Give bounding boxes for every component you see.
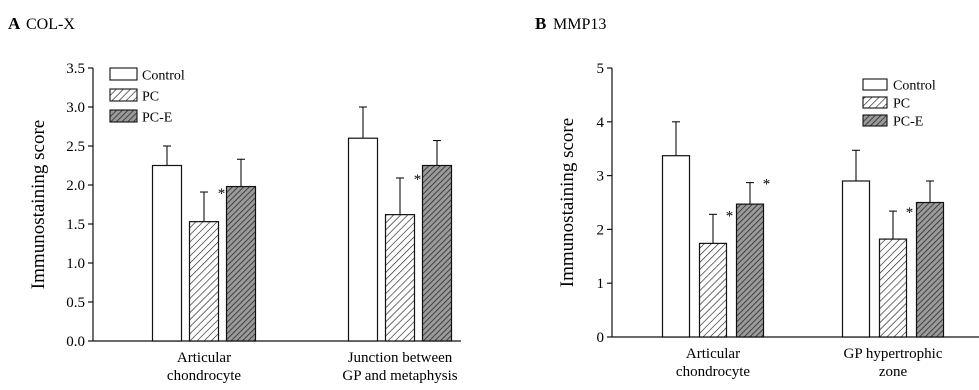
bar-pc-e bbox=[735, 203, 765, 338]
y-tick-label: 2 bbox=[597, 222, 605, 238]
chart-mmp13: 0 1 2 3 4 5 Immunostaining score * * Articular cho… bbox=[557, 61, 979, 380]
significance-star: * bbox=[726, 208, 734, 224]
bar-pc-e bbox=[915, 201, 945, 338]
panel-b-letter: B bbox=[535, 14, 546, 33]
panel-a-title: COL-X bbox=[26, 16, 75, 33]
y-tick-label: 3 bbox=[597, 169, 605, 185]
legend-swatch-pc bbox=[109, 88, 138, 102]
significance-star: * bbox=[906, 205, 914, 221]
bar-pc-e bbox=[225, 185, 257, 342]
category-label: zone bbox=[879, 364, 908, 380]
bar-pc bbox=[188, 221, 220, 342]
legend-label: Control bbox=[893, 79, 936, 94]
significance-star: * bbox=[763, 177, 771, 193]
y-tick-label: 5 bbox=[597, 61, 605, 77]
y-tick-label: 2.0 bbox=[66, 178, 85, 194]
y-tick-label: 3.0 bbox=[66, 100, 85, 116]
y-tick-label: 1 bbox=[597, 276, 605, 292]
category-label: Articular bbox=[177, 350, 231, 366]
bar-control bbox=[841, 180, 871, 338]
legend-swatch-pc-e bbox=[109, 109, 138, 123]
category-label: GP hypertrophic bbox=[843, 346, 942, 362]
y-tick-label: 0 bbox=[597, 330, 605, 346]
category-label: Articular bbox=[686, 346, 740, 362]
legend-label: PC-E bbox=[893, 115, 923, 130]
legend-swatch-control bbox=[109, 67, 138, 81]
category-label: chondrocyte bbox=[676, 364, 750, 380]
bar-pc bbox=[384, 214, 416, 342]
y-axis-label: Immunostaining score bbox=[557, 118, 578, 287]
bar-control bbox=[347, 137, 379, 342]
bar-control bbox=[661, 155, 691, 338]
legend-swatch-pc-e bbox=[862, 114, 888, 127]
y-tick-label: 2.5 bbox=[66, 139, 85, 155]
legend-label: PC-E bbox=[142, 111, 172, 126]
legend-swatch-control bbox=[862, 78, 888, 91]
bar-control bbox=[151, 164, 183, 342]
category-label: chondrocyte bbox=[167, 368, 241, 384]
significance-star: * bbox=[414, 172, 422, 188]
bar-pc bbox=[698, 242, 728, 338]
y-tick-label: 4 bbox=[597, 115, 605, 131]
y-axis-label: Immunostaining score bbox=[28, 120, 49, 289]
bar-pc-e bbox=[421, 164, 453, 342]
y-tick-label: 1.0 bbox=[66, 256, 85, 272]
y-tick-label: 1.5 bbox=[66, 217, 85, 233]
significance-star: * bbox=[218, 186, 226, 202]
chart-col-x: 0.0 0.5 1.0 1.5 2.0 2.5 3.0 3.5 Immunostaining s… bbox=[28, 61, 461, 384]
y-tick-label: 0.5 bbox=[66, 295, 85, 311]
panel-b-title: MMP13 bbox=[553, 16, 606, 33]
panel-a-letter: A bbox=[8, 14, 21, 33]
legend-label: PC bbox=[142, 90, 159, 105]
legend-label: PC bbox=[893, 97, 910, 112]
category-label: GP and metaphysis bbox=[342, 368, 457, 384]
category-label: Junction between bbox=[348, 350, 453, 366]
y-tick-label: 3.5 bbox=[66, 61, 85, 77]
legend-swatch-pc bbox=[862, 96, 888, 109]
y-tick-label: 0.0 bbox=[66, 334, 85, 350]
legend-label: Control bbox=[142, 69, 185, 84]
bar-pc bbox=[878, 238, 908, 338]
